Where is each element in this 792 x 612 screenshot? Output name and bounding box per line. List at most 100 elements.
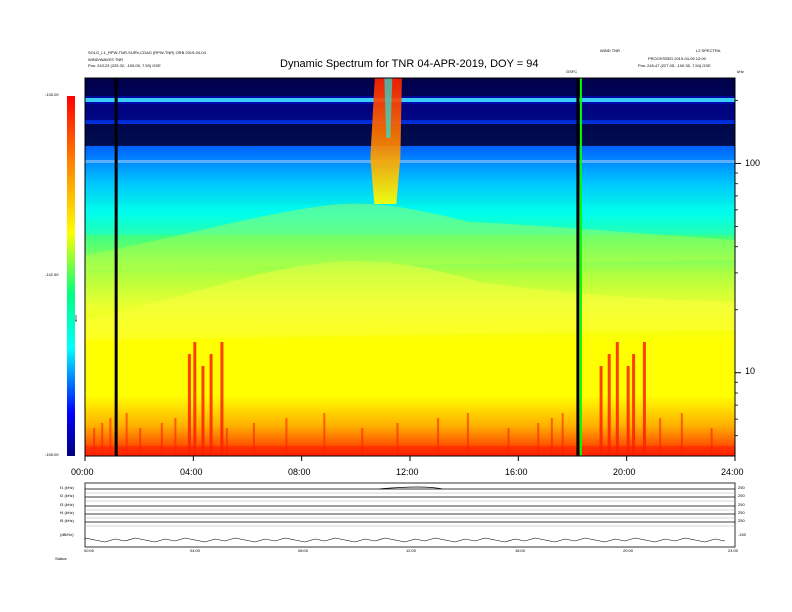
- data-gap-line-0: [114, 78, 118, 456]
- red-streak-28: [632, 354, 636, 456]
- red-streak-7: [187, 354, 191, 456]
- panel-x-tick-24: 24:00: [728, 548, 739, 553]
- red-streak-19: [466, 413, 469, 456]
- red-bottom-band: [85, 446, 735, 456]
- panel-right-6: -150: [738, 532, 747, 537]
- panel-label-3: f3 (kHz): [60, 502, 74, 507]
- red-streak-0: [93, 428, 96, 456]
- red-streak-13: [252, 423, 255, 456]
- panel-right-1: 250: [738, 485, 745, 490]
- red-streak-21: [537, 423, 540, 456]
- red-streak-25: [607, 354, 611, 456]
- x-tick-label-24: 24:00: [721, 467, 744, 477]
- red-streak-3: [125, 413, 128, 456]
- panel-label-2: f2 (kHz): [60, 493, 74, 498]
- red-streak-12: [225, 428, 228, 456]
- red-streak-4: [139, 428, 142, 456]
- red-streak-20: [507, 428, 510, 456]
- spectrogram-light-line: [85, 160, 735, 163]
- red-streak-31: [680, 413, 683, 456]
- red-streak-10: [209, 354, 213, 456]
- panels-frame: [84, 482, 736, 548]
- red-streak-23: [561, 413, 564, 456]
- panel-label-6: (dB/Hz): [60, 532, 74, 537]
- x-tick-label-4: 04:00: [180, 467, 203, 477]
- y-tick-label-100: 100: [745, 158, 761, 168]
- gap-marker-label: GSFC: [566, 69, 578, 74]
- header-left-line2: WIND/WAVES TNR: [88, 57, 124, 62]
- colorbar-mid-label: -142.50: [45, 272, 59, 277]
- red-streak-8: [193, 342, 197, 456]
- header-right-pos-label: Pos:: [638, 63, 647, 68]
- x-tick-label-0: 00:00: [71, 467, 94, 477]
- red-streak-17: [396, 423, 399, 456]
- radio-burst-main: [370, 78, 402, 204]
- panel-right-2: 250: [738, 493, 745, 498]
- panel-label-5: f5 (kHz): [60, 518, 74, 523]
- red-streak-18: [437, 418, 440, 456]
- header-right-line3: PROCESSED 2019-04-05 12:00: [648, 56, 706, 61]
- x-tick-label-20: 20:00: [613, 467, 636, 477]
- header-right-pos: Pos: 245.47 (227.05, -100.35, 7.54) GSE: [638, 64, 711, 68]
- red-streak-30: [659, 418, 662, 456]
- panel-trace-bump: [379, 486, 443, 490]
- red-streak-22: [550, 418, 553, 456]
- spectrogram-dark-band-2: [85, 104, 735, 120]
- panel-x-tick-0: 00:00: [84, 548, 95, 553]
- panel-x-tick-4: 04:00: [190, 548, 201, 553]
- red-streak-14: [285, 418, 288, 456]
- page-title: Dynamic Spectrum for TNR 04-APR-2019, DO…: [280, 58, 539, 70]
- spectrogram-cyan-band: [85, 205, 735, 235]
- header-left-pos-label: Pos:: [88, 63, 97, 68]
- red-streak-15: [323, 413, 326, 456]
- data-gap-group: [114, 78, 582, 456]
- panel-right-5: 250: [738, 518, 745, 523]
- panel-x-tick-12: 12:00: [406, 548, 417, 553]
- colorbar-min-label: -155.00: [45, 452, 59, 457]
- radio-burst-group: [85, 78, 735, 456]
- spectrogram-green-hump: [85, 203, 735, 270]
- panel-x-tick-16: 16:00: [515, 548, 526, 553]
- y-tick-label-10: 10: [745, 366, 756, 376]
- x-tick-label-8: 08:00: [288, 467, 311, 477]
- data-gap-green-line: [579, 78, 582, 456]
- header-left-pos-value: 243.23 (225.32, -100.05, 7.50) GSE: [97, 63, 161, 68]
- panel-right-4: 250: [738, 510, 745, 515]
- panel-x-tick-20: 20:00: [623, 548, 634, 553]
- colorbar-max-label: -130.00: [45, 92, 59, 97]
- red-streak-32: [710, 428, 713, 456]
- status-label: Status:: [55, 556, 68, 561]
- panel-right-3: 250: [738, 502, 745, 507]
- header-right-pos-value: 245.47 (227.05, -100.35, 7.54) GSE: [647, 63, 711, 68]
- panel-label-1: f1 (kHz): [60, 485, 74, 490]
- header-left-pos: Pos: 243.23 (225.32, -100.05, 7.50) GSE: [88, 64, 161, 68]
- panel-label-4: f4 (kHz): [60, 510, 74, 515]
- red-streak-27: [626, 366, 630, 456]
- panel-lines: [84, 486, 735, 543]
- spectrogram-top-band: [85, 78, 735, 96]
- red-streak-1: [101, 423, 104, 456]
- radio-burst-core: [384, 78, 393, 138]
- red-streak-29: [642, 342, 646, 456]
- red-streak-5: [160, 423, 163, 456]
- header-right-line1: WIND TNR: [600, 48, 620, 53]
- header-right-line2: L2 SPECTRA: [696, 48, 721, 53]
- red-streak-9: [201, 366, 205, 456]
- x-tick-label-16: 16:00: [505, 467, 528, 477]
- red-streak-16: [361, 428, 364, 456]
- red-streak-11: [220, 342, 224, 456]
- spectrogram-cyan-line-1: [85, 98, 735, 102]
- red-streak-26: [615, 342, 619, 456]
- header-left-line1: SOLO_L1_RPW-TNR-SURV-CDAG (RPW-TNR) ORB …: [88, 50, 206, 55]
- axis-ticks: [84, 100, 741, 461]
- spectrogram-yellow-hump: [85, 261, 735, 340]
- panel-x-tick-8: 08:00: [298, 548, 309, 553]
- panel-trace-power: [84, 537, 726, 543]
- spectrogram-dark-band-3: [85, 124, 735, 146]
- red-streak-6: [174, 418, 177, 456]
- corner-units-label: kHz: [737, 69, 744, 74]
- colorbar: [67, 96, 75, 456]
- red-streak-24: [599, 366, 603, 456]
